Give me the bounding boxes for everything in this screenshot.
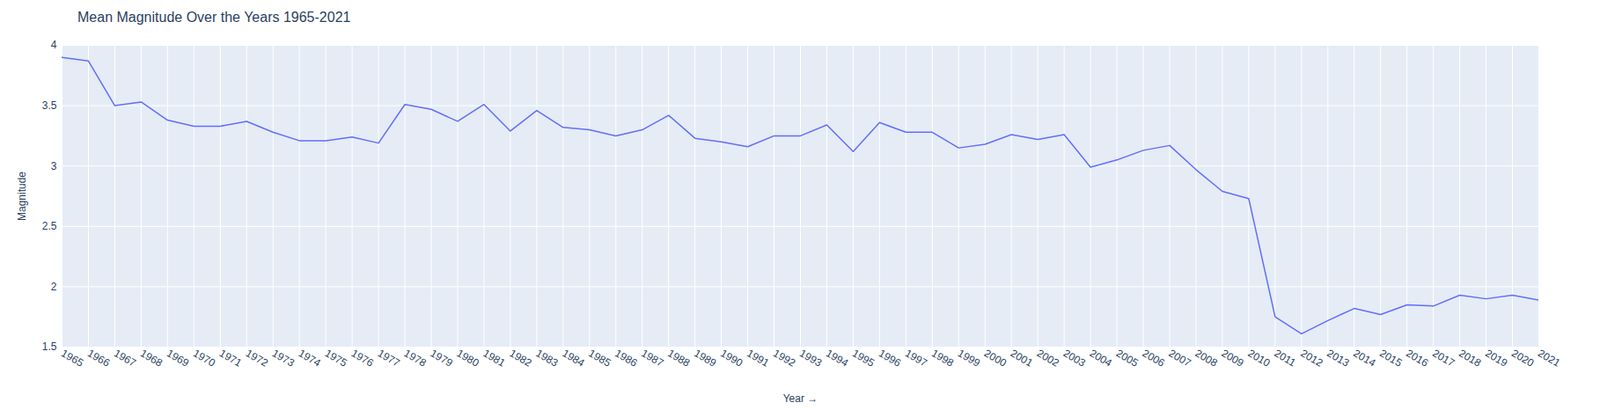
svg-text:2007: 2007 bbox=[1166, 346, 1194, 370]
svg-text:1987: 1987 bbox=[638, 346, 666, 370]
svg-text:2.5: 2.5 bbox=[42, 220, 58, 233]
svg-text:2005: 2005 bbox=[1114, 346, 1141, 370]
svg-text:2: 2 bbox=[51, 280, 58, 294]
svg-text:2009: 2009 bbox=[1219, 346, 1247, 370]
svg-text:1980: 1980 bbox=[455, 346, 482, 370]
html-text:Mean Magnitude Over the Years: Mean Magnitude Over the Years 1965-2021 bbox=[77, 9, 351, 25]
svg-text:1970: 1970 bbox=[190, 346, 218, 370]
svg-text:2019: 2019 bbox=[1482, 346, 1510, 370]
svg-text:2004: 2004 bbox=[1087, 346, 1115, 370]
svg-text:1995: 1995 bbox=[850, 346, 877, 370]
svg-text:1981: 1981 bbox=[481, 346, 508, 370]
svg-text:1997: 1997 bbox=[902, 346, 930, 370]
svg-text:1985: 1985 bbox=[586, 346, 613, 370]
svg-text:1996: 1996 bbox=[876, 346, 903, 370]
svg-text:Magnitude: Magnitude bbox=[15, 171, 29, 221]
svg-text:1979: 1979 bbox=[428, 346, 456, 370]
svg-text:1990: 1990 bbox=[718, 346, 745, 370]
svg-text:2003: 2003 bbox=[1061, 346, 1088, 370]
svg-text:2013: 2013 bbox=[1324, 346, 1351, 370]
svg-text:1976: 1976 bbox=[349, 346, 376, 370]
svg-text:1982: 1982 bbox=[506, 346, 534, 370]
svg-text:1973: 1973 bbox=[270, 346, 297, 370]
svg-text:2008: 2008 bbox=[1193, 346, 1220, 370]
svg-text:2018: 2018 bbox=[1456, 346, 1483, 370]
svg-text:1965: 1965 bbox=[58, 346, 86, 370]
svg-text:Year →: Year → bbox=[783, 392, 819, 405]
svg-text:1991: 1991 bbox=[744, 346, 771, 370]
svg-text:1989: 1989 bbox=[691, 346, 719, 370]
svg-text:1966: 1966 bbox=[85, 346, 112, 370]
svg-text:2001: 2001 bbox=[1008, 346, 1035, 370]
svg-text:2014: 2014 bbox=[1350, 346, 1378, 370]
svg-text:3.5: 3.5 bbox=[42, 99, 58, 112]
svg-text:2017: 2017 bbox=[1430, 346, 1457, 370]
svg-text:1992: 1992 bbox=[770, 346, 798, 370]
svg-text:1978: 1978 bbox=[402, 346, 429, 370]
svg-text:1998: 1998 bbox=[929, 346, 956, 370]
svg-text:3: 3 bbox=[51, 160, 58, 173]
svg-text:1972: 1972 bbox=[243, 346, 271, 370]
svg-text:2021: 2021 bbox=[1535, 346, 1563, 370]
svg-text:2010: 2010 bbox=[1245, 346, 1272, 370]
svg-text:2020: 2020 bbox=[1509, 346, 1536, 370]
svg-text:2002: 2002 bbox=[1034, 346, 1062, 370]
svg-text:2012: 2012 bbox=[1298, 346, 1325, 370]
svg-text:2016: 2016 bbox=[1403, 346, 1431, 370]
svg-text:1969: 1969 bbox=[164, 346, 191, 370]
svg-text:2006: 2006 bbox=[1140, 346, 1167, 370]
svg-text:1977: 1977 bbox=[375, 346, 403, 370]
svg-text:1994: 1994 bbox=[823, 346, 851, 370]
svg-text:1993: 1993 bbox=[797, 346, 824, 370]
svg-text:1984: 1984 bbox=[559, 346, 587, 370]
svg-text:2015: 2015 bbox=[1377, 346, 1404, 370]
svg-text:1975: 1975 bbox=[322, 346, 350, 370]
svg-text:1999: 1999 bbox=[955, 346, 983, 370]
svg-text:1986: 1986 bbox=[612, 346, 639, 370]
svg-text:1974: 1974 bbox=[296, 346, 323, 370]
svg-text:4: 4 bbox=[51, 38, 58, 52]
svg-text:1968: 1968 bbox=[138, 346, 165, 370]
svg-text:1971: 1971 bbox=[217, 346, 244, 370]
svg-text:1983: 1983 bbox=[533, 346, 560, 370]
svg-text:1967: 1967 bbox=[111, 346, 139, 370]
svg-text:1.5: 1.5 bbox=[42, 340, 58, 353]
svg-text:2011: 2011 bbox=[1271, 346, 1299, 369]
svg-text:1988: 1988 bbox=[665, 346, 692, 370]
svg-text:2000: 2000 bbox=[982, 346, 1009, 370]
